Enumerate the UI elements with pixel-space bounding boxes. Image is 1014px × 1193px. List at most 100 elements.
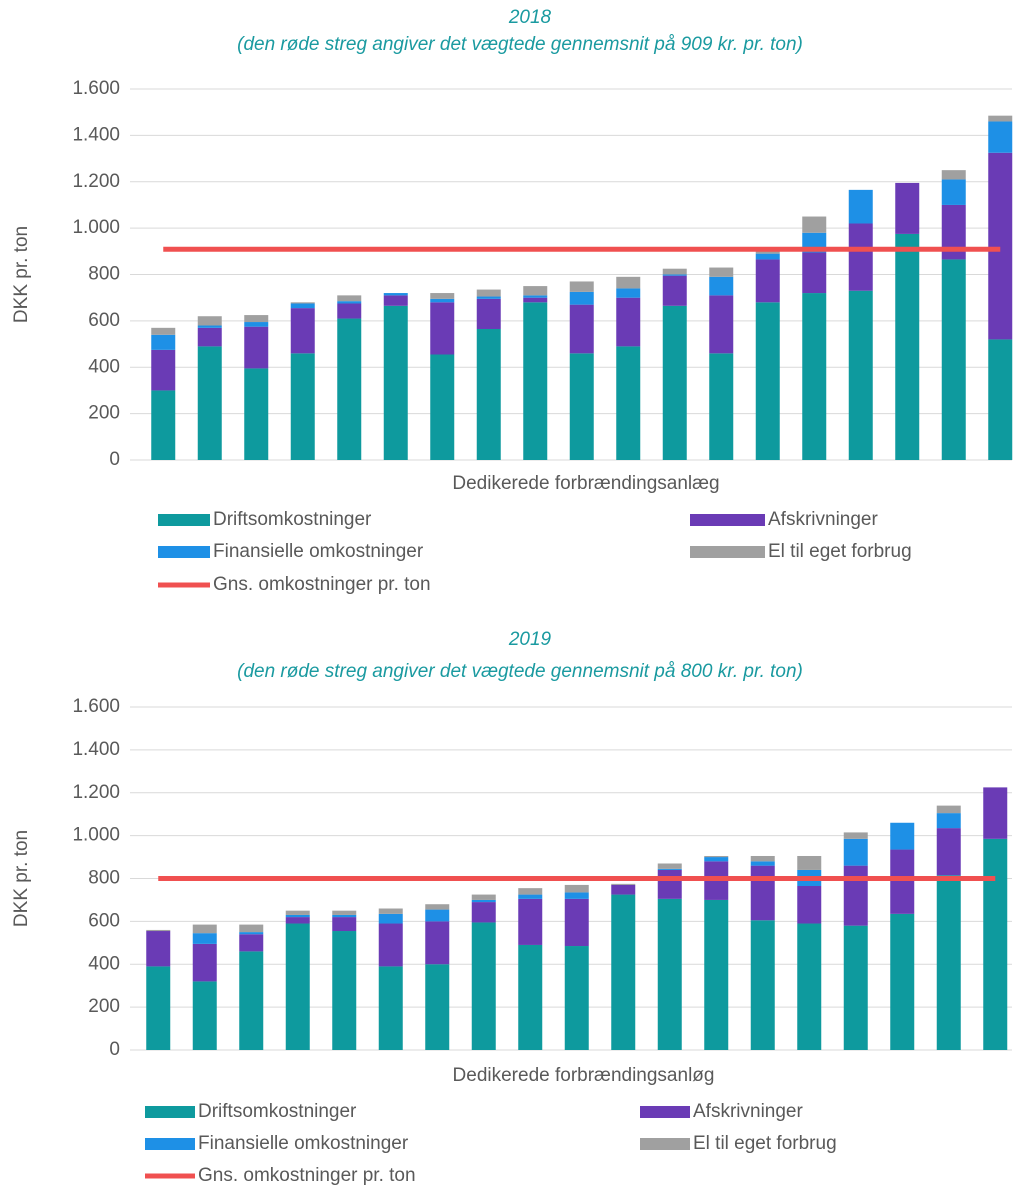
- bar-segment: [936, 875, 961, 1050]
- bar-segment: [244, 315, 269, 323]
- legend-swatch: [690, 514, 765, 526]
- bar-segment: [425, 904, 450, 910]
- bar-segment: [569, 291, 594, 305]
- bar-segment: [936, 805, 961, 814]
- bar-segment: [337, 303, 362, 319]
- bar-segment: [197, 327, 222, 347]
- bar-segment: [332, 910, 357, 915]
- bar-segment: [890, 913, 915, 1050]
- bar-segment: [285, 910, 310, 915]
- bar-segment: [988, 339, 1013, 460]
- bar-segment: [564, 898, 589, 947]
- bar-segment: [941, 179, 966, 205]
- y-tick-label: 400: [88, 356, 120, 377]
- legend-swatch: [640, 1106, 690, 1118]
- bar-segment: [709, 276, 734, 296]
- bar-segment: [709, 295, 734, 354]
- bar-segment: [471, 894, 496, 900]
- bar-segment: [151, 334, 176, 350]
- legend-label: Gns. omkostninger pr. ton: [198, 1165, 416, 1186]
- bar-segment: [988, 115, 1013, 122]
- bar-segment: [383, 293, 408, 296]
- bar-segment: [709, 353, 734, 460]
- bar-segment: [848, 290, 873, 460]
- bar-segment: [383, 305, 408, 460]
- bar-segment: [430, 298, 455, 303]
- y-tick-label: 1.200: [72, 782, 120, 803]
- bar-segment: [197, 346, 222, 460]
- bar-segment: [244, 322, 269, 327]
- bar-segment: [471, 899, 496, 903]
- y-axis-label: DKK pr. ton: [11, 830, 32, 927]
- y-tick-label: 200: [88, 996, 120, 1017]
- bar-segment: [564, 892, 589, 899]
- bar-segment: [988, 152, 1013, 340]
- bar-segment: [239, 951, 264, 1050]
- bar-segment: [518, 894, 543, 899]
- bar-segment: [518, 888, 543, 895]
- bar-segment: [285, 923, 310, 1050]
- y-axis-label: DKK pr. ton: [11, 226, 32, 323]
- bar-segment: [755, 251, 780, 254]
- bar-segment: [425, 964, 450, 1050]
- bar-segment: [523, 302, 548, 460]
- bar-segment: [430, 354, 455, 460]
- legend-swatch: [690, 546, 765, 558]
- bar-segment: [802, 252, 827, 294]
- bar-segment: [657, 898, 682, 1050]
- bar-segment: [755, 302, 780, 460]
- y-tick-label: 1.400: [72, 739, 120, 760]
- bar-segment: [941, 170, 966, 180]
- bar-segment: [378, 908, 403, 914]
- x-axis-label: Dedikerede forbrændingsanlæg: [452, 473, 719, 494]
- bar-segment: [146, 929, 171, 932]
- bar-segment: [337, 318, 362, 460]
- bar-segment: [941, 259, 966, 460]
- bar-segment: [332, 917, 357, 932]
- legend-swatch: [145, 1138, 195, 1150]
- bar-segment: [192, 933, 217, 944]
- bar-segment: [895, 233, 920, 460]
- bar-segment: [848, 189, 873, 224]
- bar-segment: [239, 934, 264, 952]
- bar-segment: [425, 921, 450, 965]
- bar-segment: [523, 295, 548, 298]
- bar-segment: [750, 861, 775, 866]
- bar-segment: [523, 297, 548, 303]
- legend-label: Driftsomkostninger: [198, 1101, 357, 1122]
- bar-segment: [662, 275, 687, 306]
- bar-segment: [616, 297, 641, 347]
- bar-segment: [848, 223, 873, 291]
- bar-segment: [192, 943, 217, 982]
- bar-segment: [755, 253, 780, 260]
- bar-segment: [611, 883, 636, 885]
- bar-segment: [430, 293, 455, 299]
- bar-segment: [611, 894, 636, 1050]
- bar-segment: [843, 925, 868, 1050]
- bar-segment: [239, 932, 264, 935]
- bar-segment: [378, 923, 403, 967]
- bar-segment: [518, 898, 543, 945]
- bar-segment: [290, 302, 315, 304]
- bar-segment: [192, 981, 217, 1050]
- y-tick-label: 1.600: [72, 78, 120, 99]
- bar-segment: [988, 121, 1013, 153]
- bar-segment: [569, 281, 594, 292]
- bar-segment: [290, 308, 315, 354]
- bar-segment: [146, 931, 171, 967]
- bar-segment: [471, 922, 496, 1050]
- x-axis-label: Dedikerede forbrændingsanløg: [453, 1065, 715, 1086]
- bar-segment: [332, 914, 357, 918]
- y-tick-label: 600: [88, 910, 120, 931]
- bar-segment: [797, 886, 822, 924]
- bar-segment: [151, 327, 176, 335]
- y-tick-label: 1.600: [72, 696, 120, 717]
- y-tick-label: 0: [109, 449, 120, 470]
- bar-segment: [616, 288, 641, 298]
- bar-segment: [657, 868, 682, 870]
- bar-segment: [564, 884, 589, 893]
- bar-segment: [936, 813, 961, 829]
- bar-segment: [197, 316, 222, 326]
- legend-swatch: [640, 1138, 690, 1150]
